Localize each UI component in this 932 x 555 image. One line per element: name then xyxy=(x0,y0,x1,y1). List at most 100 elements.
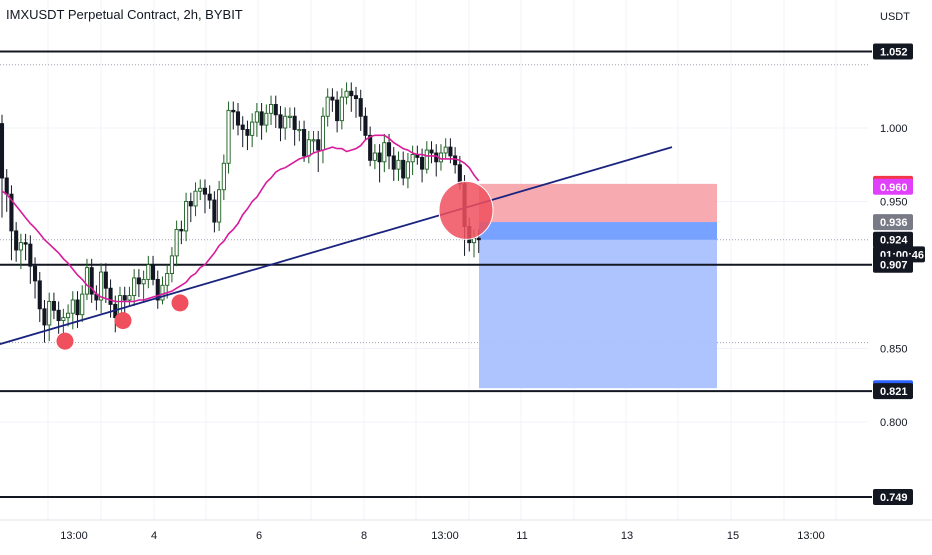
candle-body xyxy=(259,111,264,126)
price-badge-label: 0.960 xyxy=(880,182,908,194)
candle-body xyxy=(217,189,222,223)
candle-body xyxy=(235,111,241,126)
candle-body xyxy=(448,146,453,157)
chart-title: IMXUSDT Perpetual Contract, 2h, BYBIT xyxy=(6,7,243,22)
candle-body xyxy=(405,161,410,179)
candle-body xyxy=(0,123,5,179)
candle-body xyxy=(401,159,406,179)
candle-body xyxy=(268,104,274,114)
candle-body xyxy=(66,312,71,319)
candle-body xyxy=(349,90,354,97)
price-badge-label: 0.907 xyxy=(880,260,908,272)
candle-body xyxy=(188,201,193,207)
y-tick-label: 1.000 xyxy=(880,123,908,135)
candle-body xyxy=(240,124,245,130)
candle-body xyxy=(75,299,80,316)
trendline-touch-marker xyxy=(171,294,189,312)
x-tick-label: 13:00 xyxy=(797,530,825,542)
candle-body xyxy=(89,267,94,295)
candle-body xyxy=(316,139,321,151)
candle-body xyxy=(335,99,340,122)
candle-body xyxy=(410,154,415,163)
candle-body xyxy=(108,287,113,305)
candle-body xyxy=(202,187,208,195)
x-tick-label: 13 xyxy=(621,530,633,542)
price-badge xyxy=(873,214,913,231)
candle-body xyxy=(23,242,28,245)
stop-loss-zone xyxy=(479,183,717,223)
candle-body xyxy=(174,228,179,257)
candle-body xyxy=(297,129,302,132)
candle-body xyxy=(127,295,132,301)
candle-body xyxy=(382,142,387,163)
candle-body xyxy=(70,299,75,314)
x-tick-label: 6 xyxy=(256,530,262,542)
candle-body xyxy=(221,162,226,191)
trendline-touch-marker xyxy=(114,312,132,330)
candle-body xyxy=(339,96,344,122)
breakdown-highlight-outline xyxy=(438,180,494,240)
candles xyxy=(0,82,481,343)
price-axis: USDT1.0000.9500.8500.8001.0520.9620.9600… xyxy=(872,0,932,520)
x-tick-label: 4 xyxy=(151,530,157,542)
candle-body xyxy=(320,115,326,151)
candle-body xyxy=(179,228,184,232)
candle-body xyxy=(122,295,127,301)
grid xyxy=(0,0,868,520)
candle-body xyxy=(273,104,278,116)
candle-body xyxy=(292,115,297,130)
candle-body xyxy=(56,309,61,322)
candle-body xyxy=(84,267,90,295)
entry-band xyxy=(479,222,717,240)
candle-body xyxy=(424,149,429,170)
candle-body xyxy=(132,277,137,297)
time-axis: 13:00 4 6 8 13:00 11 13 15 13:00 xyxy=(0,519,932,542)
candle-body xyxy=(245,129,250,136)
candle-body xyxy=(198,187,203,192)
candle-body xyxy=(377,152,382,163)
candle-body xyxy=(396,159,401,170)
candle-body xyxy=(37,280,42,310)
candle-body xyxy=(311,139,316,142)
candle-body xyxy=(14,230,19,251)
candle-body xyxy=(386,142,392,157)
candle-body xyxy=(80,293,85,316)
price-badge xyxy=(873,231,913,248)
candle-body xyxy=(358,98,363,117)
candle-body xyxy=(184,201,189,232)
y-tick-label: 0.800 xyxy=(880,417,908,429)
price-badge xyxy=(873,256,913,273)
candle-body xyxy=(9,193,14,232)
candle-body xyxy=(150,264,156,280)
candle-body xyxy=(476,237,481,241)
candle-body xyxy=(302,129,307,157)
candle-body xyxy=(18,242,23,251)
candle-body xyxy=(136,277,141,285)
price-badge-label: 0.924 xyxy=(880,235,908,247)
candle-body xyxy=(28,243,33,267)
candle-body xyxy=(61,317,66,322)
breakdown-highlight-circle xyxy=(439,181,493,240)
candle-body xyxy=(146,264,151,280)
candle-body xyxy=(226,109,231,164)
candle-body xyxy=(254,111,259,123)
x-tick-label: 8 xyxy=(361,530,367,542)
trendline-touch-marker xyxy=(56,332,74,350)
candle-body xyxy=(443,146,448,154)
candle-body xyxy=(99,271,104,301)
moving-average xyxy=(1,134,480,303)
price-badge-label: 0.821 xyxy=(880,386,908,398)
candle-body xyxy=(193,190,198,207)
candle-body xyxy=(160,284,165,301)
candle-body xyxy=(278,114,283,129)
candle-body xyxy=(368,134,373,161)
candle-body xyxy=(330,96,335,101)
candle-body xyxy=(353,95,359,100)
candle-body xyxy=(457,164,462,185)
horizontal-levels xyxy=(0,50,872,498)
currency-label: USDT xyxy=(880,11,910,23)
candle-body xyxy=(363,115,368,136)
position-zones xyxy=(479,183,717,389)
